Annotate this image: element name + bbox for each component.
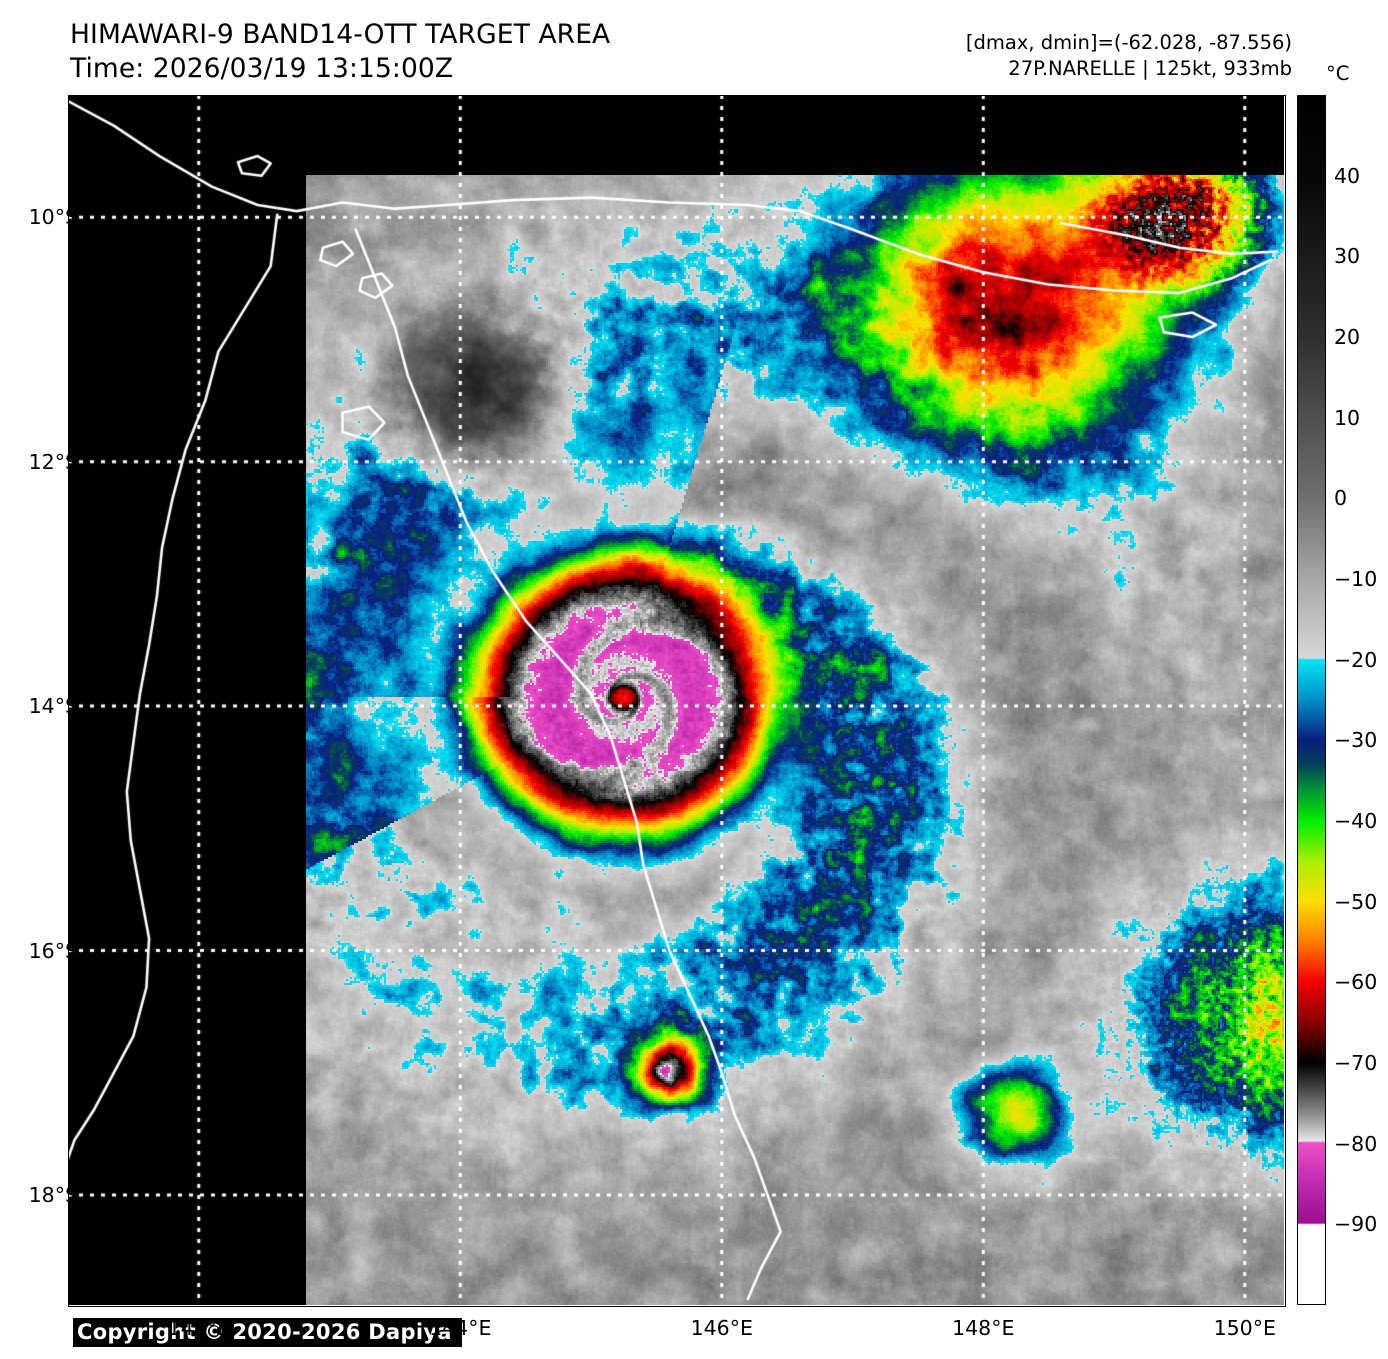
colorbar-tick-0: 40 bbox=[1334, 163, 1361, 188]
colorbar-tick-7: −30 bbox=[1334, 728, 1378, 753]
temperature-colorbar[interactable] bbox=[1297, 95, 1326, 1305]
colorbar-tick-2: 20 bbox=[1334, 325, 1361, 349]
y-axis-tick-1: 12°S bbox=[28, 449, 78, 474]
title-block: HIMAWARI-9 BAND14-OTT TARGET AREA Time: … bbox=[70, 18, 610, 87]
colorbar-tick-13: −90 bbox=[1334, 1212, 1378, 1237]
copyright-label: Copyright © 2020-2026 Dapiya bbox=[73, 1318, 462, 1347]
metadata-block: [dmax, dmin]=(-62.028, -87.556) 27P.NARE… bbox=[966, 30, 1292, 81]
x-axis-tick-1: 144°E bbox=[429, 1316, 492, 1340]
x-axis-tick-2: 146°E bbox=[690, 1316, 753, 1340]
colorbar-unit-label: °C bbox=[1326, 62, 1350, 85]
colorbar-tick-12: −80 bbox=[1334, 1131, 1378, 1156]
page-title: HIMAWARI-9 BAND14-OTT TARGET AREA bbox=[70, 19, 611, 50]
colorbar-tick-9: −50 bbox=[1334, 889, 1378, 914]
dminmax-label: [dmax, dmin]=(-62.028, -87.556) bbox=[965, 31, 1292, 54]
timestamp-label: Time: 2026/03/19 13:15:00Z bbox=[70, 53, 454, 85]
storm-info-label: 27P.NARELLE | 125kt, 933mb bbox=[1008, 56, 1292, 80]
x-axis-tick-4: 150°E bbox=[1213, 1316, 1276, 1340]
colorbar-tick-5: −10 bbox=[1334, 567, 1378, 591]
y-axis-tick-2: 14°S bbox=[28, 694, 78, 719]
lat-lon-gridlines bbox=[68, 95, 1284, 1305]
y-axis-tick-4: 18°S bbox=[28, 1183, 78, 1207]
colorbar-tick-10: −60 bbox=[1334, 970, 1378, 995]
colorbar-tick-4: 0 bbox=[1334, 486, 1348, 511]
colorbar-tick-6: −20 bbox=[1334, 647, 1378, 672]
colorbar-tick-8: −40 bbox=[1334, 809, 1378, 833]
colorbar-tick-1: 30 bbox=[1334, 244, 1361, 269]
x-axis-tick-0: 142°E bbox=[167, 1316, 230, 1340]
satellite-image-plot[interactable] bbox=[68, 95, 1284, 1305]
colorbar-tick-3: 10 bbox=[1334, 405, 1361, 430]
y-axis-tick-0: 10°S bbox=[28, 205, 78, 230]
y-axis-tick-3: 16°S bbox=[28, 938, 78, 963]
colorbar-gradient bbox=[1298, 96, 1325, 1304]
x-axis-tick-3: 148°E bbox=[952, 1316, 1015, 1340]
colorbar-tick-11: −70 bbox=[1334, 1051, 1378, 1075]
